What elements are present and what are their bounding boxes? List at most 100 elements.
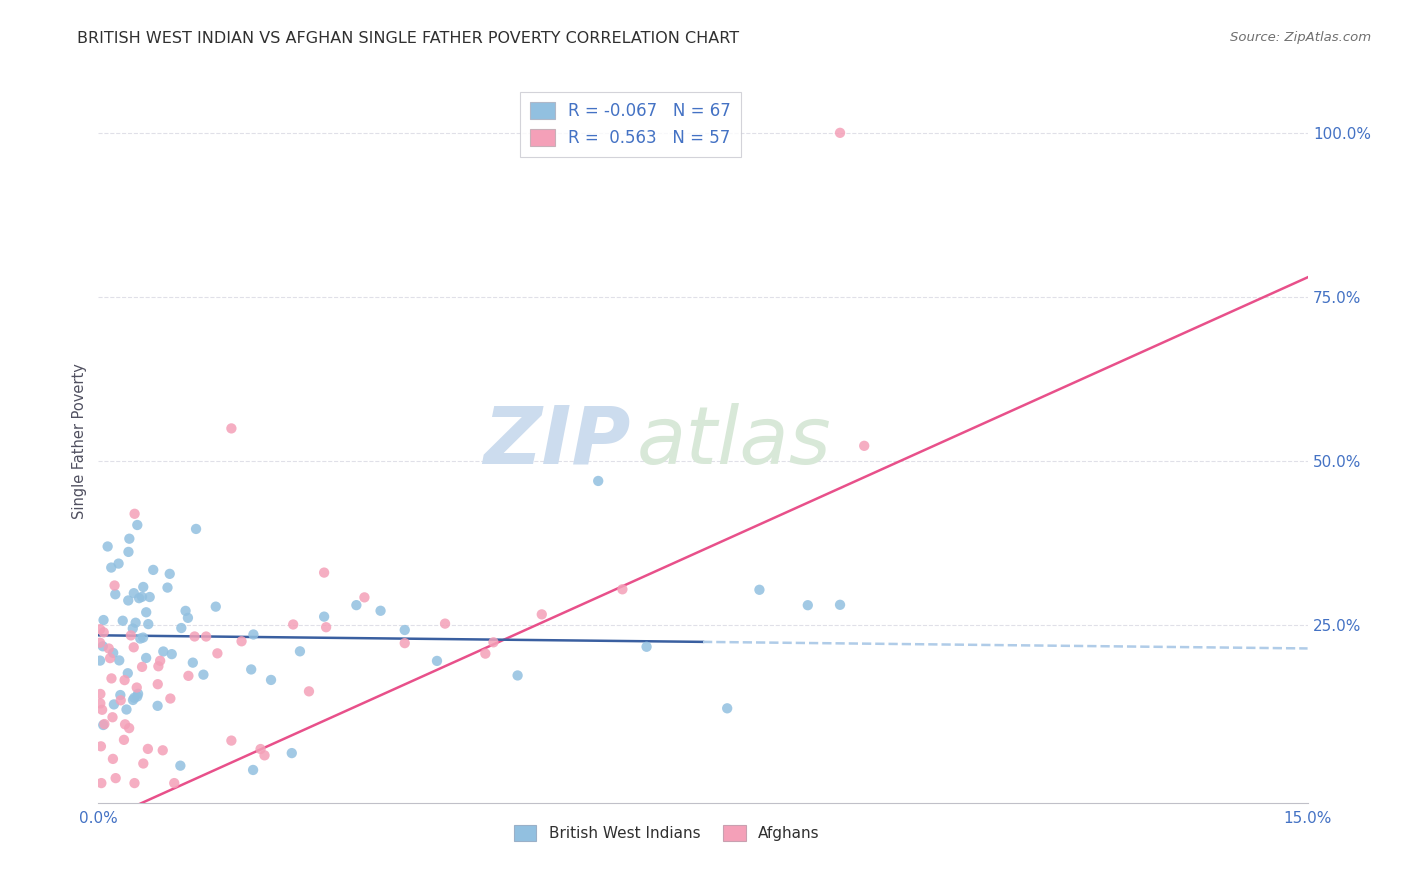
Point [242,763,264,777]
Point [138,590,160,604]
Point [828,126,851,140]
Point [221,733,243,747]
Point [125,681,148,695]
Point [394,636,416,650]
Point [98,651,121,665]
Point [506,668,529,682]
Point [97,540,120,554]
Point [101,752,124,766]
Point [118,721,141,735]
Point [103,578,125,592]
Point [530,607,553,622]
Point [122,640,145,655]
Point [108,653,131,667]
Point [97,641,120,656]
Point [177,669,200,683]
Point [288,644,311,658]
Point [344,598,367,612]
Point [104,587,127,601]
Point [89,654,111,668]
Point [204,599,226,614]
Point [135,651,157,665]
Point [207,646,229,660]
Point [636,640,658,654]
Point [129,632,152,646]
Point [314,609,336,624]
Point [127,518,149,533]
Point [159,691,181,706]
Point [124,615,146,630]
Point [107,557,129,571]
Point [91,640,114,654]
Point [482,635,505,649]
Point [89,636,111,650]
Point [100,560,122,574]
Point [181,656,204,670]
Point [128,591,150,606]
Point [131,590,153,604]
Point [174,604,197,618]
Point [114,717,136,731]
Point [103,646,125,660]
Text: ZIP: ZIP [484,402,630,481]
Point [103,698,125,712]
Point [118,532,141,546]
Point [434,616,457,631]
Point [127,690,149,704]
Point [152,743,174,757]
Point [117,545,139,559]
Point [101,710,124,724]
Point [231,634,253,648]
Point [242,627,264,641]
Point [184,522,207,536]
Point [89,622,111,636]
Point [283,617,305,632]
Point [828,598,851,612]
Text: atlas: atlas [637,402,831,481]
Point [122,690,145,705]
Point [132,580,155,594]
Point [89,687,111,701]
Point [117,666,139,681]
Point [115,702,138,716]
Point [124,507,146,521]
Point [183,630,205,644]
Point [132,631,155,645]
Point [122,693,145,707]
Point [853,439,876,453]
Point [160,647,183,661]
Point [177,611,200,625]
Point [163,776,186,790]
Point [281,746,304,760]
Point [136,742,159,756]
Point [127,687,149,701]
Point [370,604,392,618]
Point [253,748,276,763]
Point [124,776,146,790]
Point [100,672,122,686]
Point [121,622,143,636]
Point [426,654,449,668]
Point [170,621,193,635]
Point [114,673,136,687]
Point [586,474,609,488]
Point [146,698,169,713]
Legend: British West Indians, Afghans: British West Indians, Afghans [508,819,827,847]
Point [91,703,114,717]
Point [93,613,115,627]
Point [90,776,112,790]
Point [112,732,135,747]
Point [136,617,159,632]
Point [93,717,115,731]
Point [474,647,496,661]
Point [716,701,738,715]
Point [110,693,132,707]
Point [111,614,134,628]
Point [122,586,145,600]
Point [797,598,820,612]
Point [90,739,112,754]
Text: Source: ZipAtlas.com: Source: ZipAtlas.com [1230,31,1371,45]
Point [249,742,271,756]
Point [89,697,111,711]
Point [142,563,165,577]
